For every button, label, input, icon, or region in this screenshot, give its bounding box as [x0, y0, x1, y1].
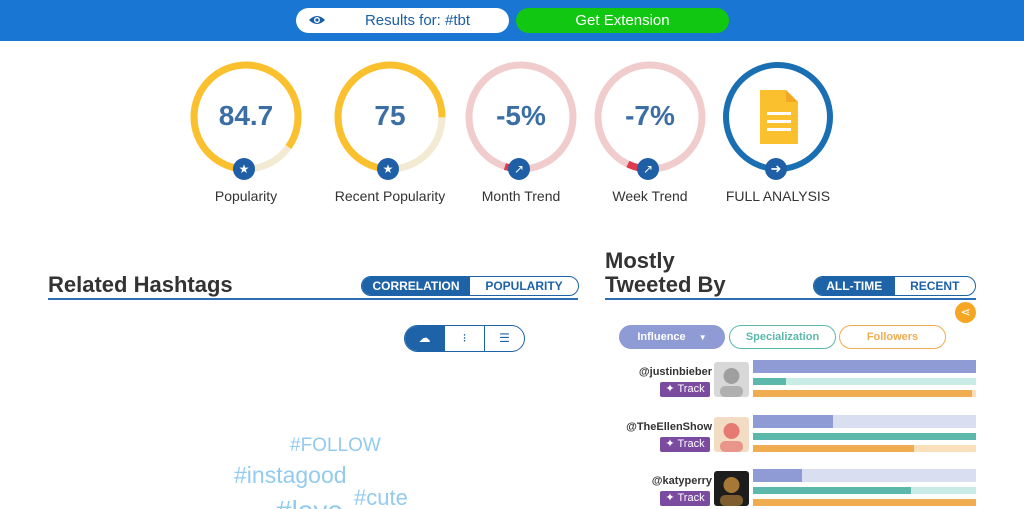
twitter-icon: ✦ — [665, 438, 675, 450]
get-extension-button[interactable]: Get Extension — [516, 8, 729, 33]
gauge-value: 75 — [374, 100, 406, 131]
gauge-month-trend: -5% ↗ Month Trend — [461, 60, 581, 210]
avatar[interactable] — [714, 362, 749, 397]
user-handle[interactable]: @katyperry — [651, 475, 712, 487]
twitter-icon: ✦ — [665, 383, 675, 395]
gauge-label: Week Trend — [612, 188, 688, 204]
user-handle[interactable]: @TheEllenShow — [626, 421, 712, 433]
full-analysis-button[interactable]: ➜ FULL ANALYSIS — [718, 60, 838, 210]
scatter-view-icon[interactable]: ⁝ — [444, 326, 484, 351]
tab-popularity[interactable]: POPULARITY — [485, 279, 563, 293]
user-metrics — [753, 415, 976, 457]
avatar[interactable] — [714, 417, 749, 452]
track-button[interactable]: ✦ Track — [660, 491, 710, 506]
filter-followers[interactable]: Followers — [839, 325, 946, 349]
track-label: Track — [677, 383, 705, 395]
filter-influence-label: Influence — [637, 331, 686, 343]
star-icon: ★ — [377, 158, 399, 180]
hashtag-instagood[interactable]: #instagood — [234, 462, 347, 488]
influence-bar — [753, 469, 803, 482]
avatar[interactable] — [714, 471, 749, 506]
tab-recent[interactable]: RECENT — [910, 279, 960, 293]
followers-bar — [753, 499, 976, 506]
gauge-label: Popularity — [214, 188, 278, 204]
gauge-value: -5% — [496, 100, 546, 131]
share-icon[interactable]: ⋖ — [955, 302, 976, 323]
filter-influence[interactable]: Influence ▼ — [619, 325, 725, 349]
related-rule — [48, 298, 578, 300]
results-pill[interactable]: Results for: #tbt — [296, 8, 509, 33]
followers-bar — [753, 390, 972, 397]
specialization-bar — [753, 378, 787, 385]
mostly-rule — [605, 298, 976, 300]
specialization-bar — [753, 433, 976, 440]
related-tabs: CORRELATION POPULARITY — [361, 276, 579, 296]
influence-bar — [753, 415, 834, 428]
mostly-tabs: ALL-TIME RECENT — [813, 276, 976, 296]
influence-bar — [753, 360, 976, 373]
related-hashtags-title: Related Hashtags — [48, 272, 233, 297]
specialization-bar — [753, 487, 912, 494]
filter-specialization[interactable]: Specialization — [729, 325, 836, 349]
user-metrics — [753, 360, 976, 402]
eye-icon — [309, 16, 325, 24]
hashtag-love[interactable]: #love — [276, 495, 343, 509]
track-label: Track — [677, 492, 705, 504]
gauge-label: Month Trend — [481, 188, 561, 204]
user-handle[interactable]: @justinbieber — [638, 366, 712, 378]
results-label: Results for: #tbt — [364, 12, 471, 29]
user-row: @katyperry ✦ Track — [600, 469, 980, 509]
tab-all-time[interactable]: ALL-TIME — [814, 277, 895, 295]
followers-bar — [753, 445, 914, 452]
view-toggle: ☁ ⁝ ☰ — [404, 325, 525, 352]
twitter-icon: ✦ — [665, 492, 675, 504]
hashtag-follow[interactable]: #FOLLOW — [290, 435, 381, 456]
star-icon: ★ — [233, 158, 255, 180]
track-label: Track — [677, 438, 705, 450]
document-icon — [760, 90, 798, 144]
gauge-week-trend: -7% ↗ Week Trend — [590, 60, 710, 210]
gauge-popularity: 84.7 ★ Popularity — [186, 60, 306, 210]
user-metrics — [753, 469, 976, 509]
mostly-title-line1: Mostly — [605, 248, 675, 273]
gauge-recent-popularity: 75 ★ Recent Popularity — [330, 60, 450, 210]
cloud-view-icon[interactable]: ☁ — [405, 326, 444, 351]
top-bar: Results for: #tbt Get Extension — [0, 0, 1024, 41]
user-row: @justinbieber ✦ Track — [600, 360, 980, 412]
trend-icon: ↗ — [637, 158, 659, 180]
tab-correlation[interactable]: CORRELATION — [362, 277, 470, 295]
chevron-down-icon: ▼ — [698, 333, 707, 342]
gauge-value: -7% — [625, 100, 675, 131]
user-row: @TheEllenShow ✦ Track — [600, 415, 980, 467]
arrow-right-icon: ➜ — [765, 158, 787, 180]
mostly-title-line2: Tweeted By — [605, 272, 726, 297]
full-analysis-label: FULL ANALYSIS — [725, 188, 831, 204]
list-view-icon[interactable]: ☰ — [484, 326, 524, 351]
track-button[interactable]: ✦ Track — [660, 437, 710, 452]
gauge-label: Recent Popularity — [334, 188, 446, 204]
hashtag-cute[interactable]: #cute — [354, 485, 408, 509]
track-button[interactable]: ✦ Track — [660, 382, 710, 397]
gauge-value: 84.7 — [218, 100, 274, 131]
full-analysis-ring — [723, 62, 833, 172]
trend-icon: ↗ — [508, 158, 530, 180]
